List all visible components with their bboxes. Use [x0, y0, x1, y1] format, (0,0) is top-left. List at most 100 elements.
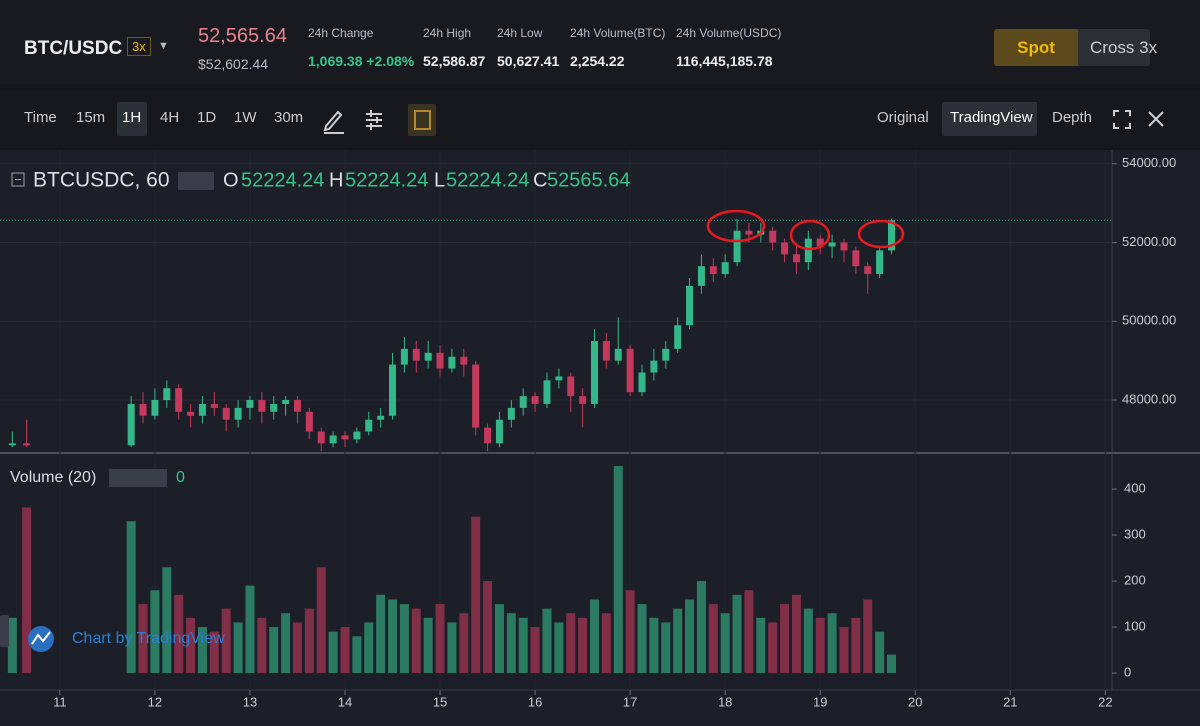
- price-axis-bg: [1112, 150, 1200, 690]
- volume-bar: [578, 617, 588, 674]
- legend-icons[interactable]: [178, 172, 214, 190]
- volume-bar: [126, 521, 136, 674]
- candle-body: [222, 407, 230, 420]
- watermark[interactable]: Chart by TradingView: [72, 630, 225, 647]
- volume-bar: [197, 627, 207, 674]
- volume-bar: [673, 608, 683, 674]
- candle-body: [662, 348, 670, 361]
- interval-tab[interactable]: 30m: [274, 109, 304, 126]
- candle-body: [674, 325, 682, 349]
- interval-tab[interactable]: 1H: [122, 109, 142, 126]
- volume-bar: [589, 599, 599, 674]
- view-tab[interactable]: TradingView: [950, 109, 1033, 126]
- x-tick-label: 20: [908, 694, 922, 709]
- candle-body: [495, 419, 503, 444]
- notes-icon-bg[interactable]: [408, 104, 436, 136]
- volume-bar: [150, 590, 160, 674]
- volume-title: Volume (20): [10, 469, 96, 486]
- candle-body: [329, 435, 337, 444]
- pair[interactable]: BTC/USDC: [24, 38, 123, 59]
- y-tick-label: 48000.00: [1122, 391, 1176, 406]
- volume-tick-label: 300: [1124, 526, 1146, 541]
- x-tick-label: 13: [243, 694, 257, 709]
- draw-icon[interactable]: [323, 110, 344, 134]
- candle-body: [686, 285, 694, 326]
- collapse-box[interactable]: [11, 172, 25, 187]
- volume-bar: [827, 613, 837, 674]
- volume-bar: [186, 617, 196, 674]
- candle-body: [555, 376, 563, 381]
- close-icon[interactable]: [1148, 111, 1164, 127]
- spot-button[interactable]: Spot: [994, 29, 1078, 66]
- candle-body: [781, 242, 789, 255]
- view-tab[interactable]: Depth: [1052, 109, 1093, 126]
- x-tick-label: 19: [813, 694, 827, 709]
- chart: 48000.0050000.0052000.0054000.0001002003…: [0, 150, 1200, 726]
- side-toggle[interactable]: [0, 615, 9, 647]
- volume-bar: [483, 581, 493, 674]
- candle-body: [590, 340, 598, 404]
- dropdown-arrow[interactable]: ▼: [158, 40, 169, 52]
- candle-body: [353, 431, 361, 440]
- volume-bar: [815, 617, 825, 674]
- volume-bar: [518, 617, 528, 674]
- candle-body: [293, 400, 301, 412]
- stat-label: 24h Volume(BTC): [570, 26, 666, 40]
- volume-bar: [316, 567, 326, 674]
- volume-bar: [292, 622, 302, 674]
- interval-tab[interactable]: Time: [24, 109, 57, 126]
- candle-body: [804, 238, 812, 263]
- ohlc-key: C: [533, 169, 547, 191]
- cross-leverage: 3x: [1139, 38, 1158, 57]
- volume-tick-label: 100: [1124, 618, 1146, 633]
- ohlc-value: 52224.24: [446, 169, 529, 191]
- candle-body: [436, 352, 444, 369]
- leverage-badge[interactable]: 3x: [127, 37, 151, 56]
- volume-bar: [708, 604, 718, 674]
- stat-label: 24h High: [423, 26, 472, 40]
- interval-tab[interactable]: 1W: [234, 109, 257, 126]
- candle-body: [234, 407, 242, 420]
- interval-tab[interactable]: 15m: [76, 109, 106, 126]
- last-price: 52,565.64: [198, 25, 287, 47]
- candle-body: [389, 364, 397, 416]
- volume-bar: [7, 617, 17, 674]
- cross-button[interactable]: Cross 3x: [1078, 29, 1157, 66]
- ohlc-value: 52224.24: [241, 169, 324, 191]
- volume-bar: [471, 516, 481, 674]
- stat-label: 24h Low: [497, 26, 543, 40]
- volume-bar: [233, 622, 243, 674]
- ohlc-value: 52565.64: [547, 169, 630, 191]
- volume-icons[interactable]: [109, 469, 167, 487]
- candle-body: [507, 407, 515, 420]
- candle-body: [400, 348, 408, 365]
- notes-icon: [414, 110, 431, 130]
- view-tab[interactable]: Original: [877, 109, 929, 126]
- volume-bar: [696, 581, 706, 674]
- volume-bar: [791, 594, 801, 674]
- x-tick-label: 22: [1098, 694, 1112, 709]
- candle-body: [816, 238, 824, 247]
- candle-body: [638, 372, 646, 393]
- volume-tick-label: 0: [1124, 664, 1131, 679]
- volume-current: 0: [176, 469, 185, 486]
- stat-value: 116,445,185.78: [676, 53, 773, 69]
- volume-bar: [411, 608, 421, 674]
- volume-bar: [756, 617, 766, 674]
- interval-tab[interactable]: 4H: [160, 109, 180, 126]
- candle-body: [210, 403, 218, 408]
- volume-bar: [554, 622, 564, 674]
- volume-bar: [506, 613, 516, 674]
- candle-body: [127, 403, 135, 446]
- interval-tab[interactable]: 1D: [197, 109, 217, 126]
- volume-bar: [542, 608, 552, 674]
- expand-icon[interactable]: [1113, 110, 1131, 129]
- candle-body: [519, 396, 527, 408]
- stat-value: 52,586.87: [423, 53, 486, 69]
- volume-bar: [566, 613, 576, 674]
- indicator-icon[interactable]: [366, 110, 382, 130]
- candle-body: [614, 348, 622, 361]
- volume-tick-label: 200: [1124, 572, 1146, 587]
- volume-bar: [221, 608, 231, 674]
